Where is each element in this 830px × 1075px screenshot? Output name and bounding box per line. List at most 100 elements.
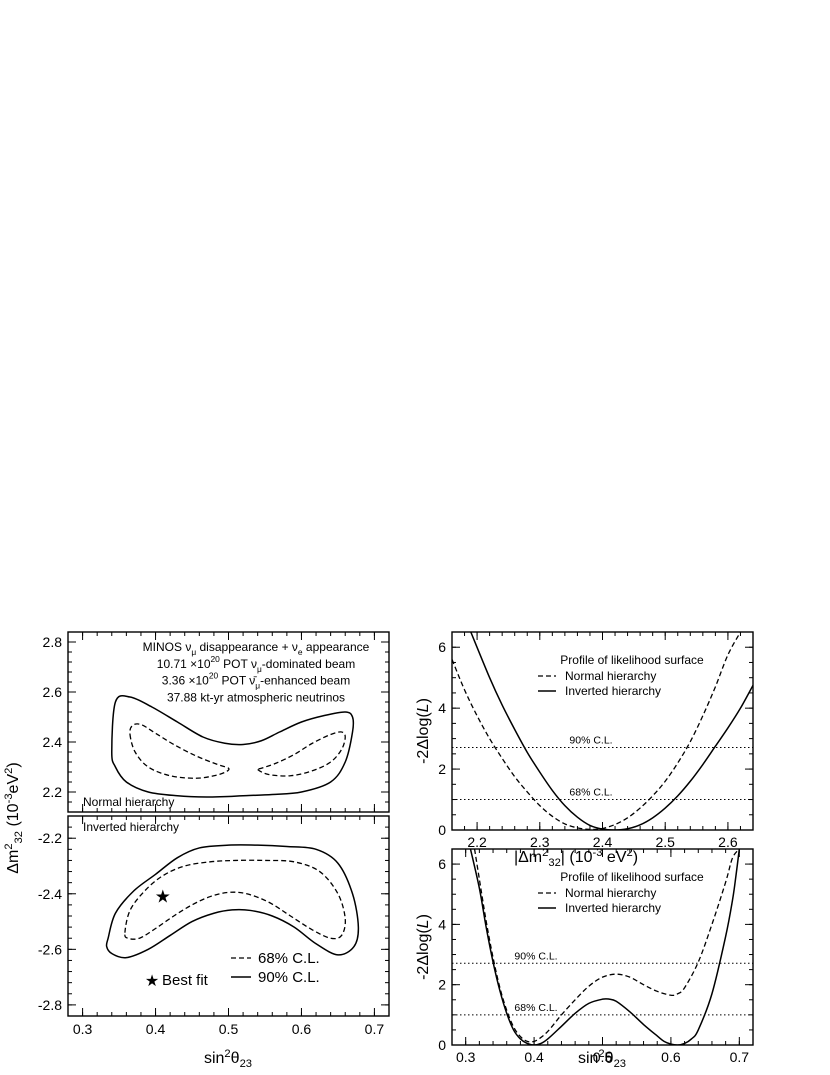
text-part: ) xyxy=(415,914,432,919)
contour-68-inverted xyxy=(124,859,346,940)
text-part: disappearance + ν xyxy=(196,640,298,654)
x-tick-label: 0.7 xyxy=(730,1049,750,1065)
text-part: 2 xyxy=(3,843,15,849)
x-tick-label: 2.3 xyxy=(530,834,550,850)
cl-line-label: 68% C.L. xyxy=(514,1002,557,1014)
contour-90-normal xyxy=(111,695,355,798)
text-part: -2Δlog( xyxy=(415,712,432,764)
text-part: L xyxy=(415,919,432,928)
y-tick-label: -2.8 xyxy=(38,997,62,1013)
text-part: 20 xyxy=(211,654,221,664)
curves xyxy=(469,849,741,1045)
hierarchy-label: Normal hierarchy xyxy=(83,795,174,809)
legend-star-icon: ★ xyxy=(145,973,159,990)
x-tick-label: 0.7 xyxy=(365,1021,385,1037)
y-tick-label: 2 xyxy=(438,761,446,777)
text-part: -3 xyxy=(593,847,603,859)
x-tick-label: 2.4 xyxy=(593,834,613,850)
x-axis-label: |Δm232| (10-3 eV2) xyxy=(514,847,638,869)
text-part: 2 xyxy=(3,768,15,774)
text-part: 2 xyxy=(598,1048,604,1060)
x-tick-label: 0.6 xyxy=(661,1049,681,1065)
legend-label: Inverted hierarchy xyxy=(565,901,661,915)
text-part: MINOS ν xyxy=(143,640,192,654)
text-part: 3.36 ×10 xyxy=(162,674,209,688)
legend-90-label: 90% C.L. xyxy=(258,969,320,986)
x-tick-label: 0.3 xyxy=(456,1049,476,1065)
inverted-hierarchy-curve xyxy=(470,632,753,830)
text-part: |Δm xyxy=(514,849,542,866)
y-tick-label: 2.6 xyxy=(43,684,63,700)
text-part: eV xyxy=(602,849,626,866)
y-axis-label: Δm232 (10-3eV2) xyxy=(3,762,25,873)
y-tick-label: 2 xyxy=(438,977,446,993)
y-tick-label: 2.8 xyxy=(43,634,63,650)
contour-68-normal xyxy=(256,731,346,777)
x-tick-label: 2.5 xyxy=(655,834,675,850)
text-part: POT ν xyxy=(220,657,257,671)
text-part: 23 xyxy=(614,1058,626,1070)
y-tick-label: -2.4 xyxy=(38,886,62,902)
curves xyxy=(452,632,753,830)
annotation-line: MINOS νμ disappearance + νe appearance xyxy=(143,640,370,657)
legend-label: Normal hierarchy xyxy=(565,669,656,683)
text-part: μ xyxy=(257,664,262,674)
x-axis-label: sin2θ23 xyxy=(578,1048,626,1070)
text-part: μ xyxy=(255,681,260,691)
text-part: (10 xyxy=(5,803,22,831)
cl-line-label: 90% C.L. xyxy=(569,734,612,746)
hierarchy-label: Inverted hierarchy xyxy=(83,820,179,834)
legend-label: Normal hierarchy xyxy=(565,886,656,900)
text-part: μ xyxy=(191,647,196,657)
annotation-line: 10.71 ×1020 POT νμ-dominated beam xyxy=(157,654,355,674)
y-tick-label: -2.6 xyxy=(38,941,62,957)
legend-best-fit-label: Best fit xyxy=(162,972,209,989)
y-tick-label: 0 xyxy=(438,822,446,838)
text-part: 32 xyxy=(548,857,560,869)
panel-profile-dm2: 0 2 4 6 2.2 2.3 2.4 2.5 2.6 90% C.L. 68% C.L. Profi… xyxy=(415,631,754,850)
annotation-line: 3.36 ×1020 POT ν̄μ-enhanced beam xyxy=(162,671,350,691)
y-tick-label: 2.2 xyxy=(43,784,63,800)
plot-frame xyxy=(67,815,390,1017)
text-part: e xyxy=(298,647,303,657)
text-part: 2 xyxy=(224,1048,230,1060)
text-part: ) xyxy=(5,762,22,767)
cl-line-label: 90% C.L. xyxy=(514,950,557,962)
text-part: sin xyxy=(204,1050,224,1067)
legend-68-label: 68% C.L. xyxy=(258,950,320,967)
text-part: θ xyxy=(605,1050,614,1067)
x-tick-label: 0.4 xyxy=(524,1049,544,1065)
contour-68-normal xyxy=(129,723,230,779)
y-tick-label: 2.4 xyxy=(43,734,63,750)
text-part: 32 xyxy=(13,831,25,843)
best-fit-star-icon: ★ xyxy=(155,887,171,907)
contour-90-inverted xyxy=(105,844,360,959)
text-part: POT ν̄ xyxy=(218,674,257,688)
panel-profile-sin2: 0 2 4 6 0.3 0.4 0.5 0.6 0.7 90% C.L. 68% C.L. Profi… xyxy=(415,848,754,1065)
profile-title: Profile of likelihood surface xyxy=(560,870,704,884)
text-part: θ xyxy=(231,1050,240,1067)
x-tick-label: 0.5 xyxy=(219,1021,239,1037)
legend: ★ Best fit 68% C.L. 90% C.L. xyxy=(145,950,320,990)
text-part: eV xyxy=(5,774,22,794)
y-tick-label: 6 xyxy=(438,856,446,872)
y-axis-label: -2Δlog(L) xyxy=(415,914,432,980)
y-tick-label: 0 xyxy=(438,1037,446,1053)
text-part: 10.71 ×10 xyxy=(157,657,211,671)
x-tick-label: 2.6 xyxy=(718,834,738,850)
text-part: ) xyxy=(633,849,638,866)
text-part: sin xyxy=(578,1050,598,1067)
text-part: 20 xyxy=(209,671,219,681)
text-part: -dominated beam xyxy=(262,657,355,671)
x-tick-label: 0.4 xyxy=(146,1021,166,1037)
text-part: L xyxy=(415,703,432,712)
profile-title: Profile of likelihood surface xyxy=(560,653,704,667)
text-part: 37.88 kt-yr atmospheric neutrinos xyxy=(167,690,345,704)
y-tick-label: 4 xyxy=(438,700,446,716)
text-part: 2 xyxy=(542,847,548,859)
y-tick-label: -2.2 xyxy=(38,830,62,846)
text-part: -3 xyxy=(3,793,15,803)
text-part: 23 xyxy=(240,1058,252,1070)
text-part: -2Δlog( xyxy=(415,928,432,980)
